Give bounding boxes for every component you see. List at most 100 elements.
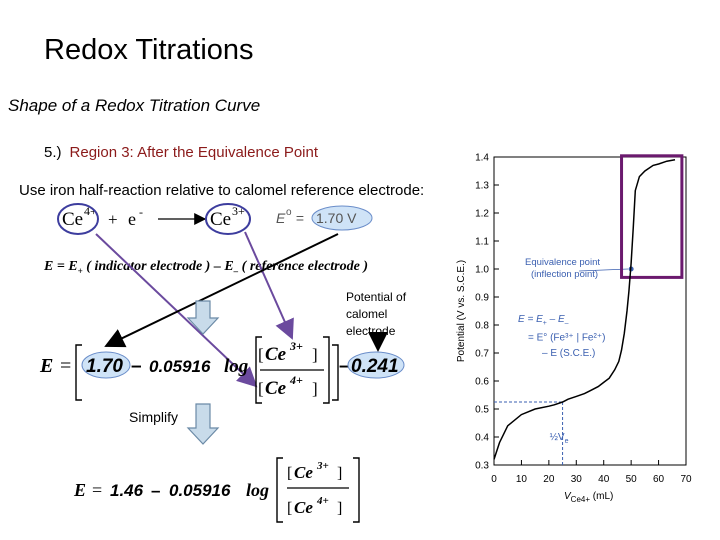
reactant-ce: Ce (62, 209, 83, 230)
calomel-note-line-2: calomel (346, 307, 388, 321)
e0-label: E (276, 210, 286, 226)
e0-sup: o (286, 207, 292, 218)
simp-den-bracket-open: [ (287, 500, 292, 517)
x-tick-label: 60 (653, 474, 665, 485)
nernst-minus: – (131, 356, 142, 377)
arrow-e0-to-value (104, 233, 339, 348)
electron: e (128, 209, 136, 229)
cell-minus-sub: – (233, 266, 239, 276)
y-tick-label: 1.3 (475, 181, 489, 192)
simp-num-bracket-open: [ (287, 465, 292, 482)
x-tick-label: 40 (598, 474, 610, 485)
y-tick-label: 0.9 (475, 293, 489, 304)
cell-equation-text: E = E+ ( indicator electrode ) – E– ( re… (43, 259, 368, 276)
nernst-e0: 1.70 (86, 356, 123, 377)
chart-eq-3: – E (S.C.E.) (542, 348, 595, 359)
nernst-den-charge: 4+ (289, 373, 303, 387)
chart-eq-2: = E° (Fe³⁺ | Fe²⁺) (528, 332, 605, 343)
simp-minus: – (151, 481, 160, 500)
calomel-note: Potential of calomel electrode (346, 289, 436, 340)
y-tick-label: 0.7 (475, 349, 489, 360)
x-tick-label: 50 (626, 474, 638, 485)
half-reaction: Ce 4+ + e - Ce 3+ E o = 1.70 V (57, 203, 373, 235)
step-number: 5.) (44, 144, 62, 161)
nernst-equals: = (60, 355, 71, 377)
simplify-label: Simplify (129, 409, 179, 425)
chart-eq-1: E = E+ – E– (518, 314, 569, 327)
titration-curve (493, 159, 676, 460)
step-heading: 5.) Region 3: After the Equivalence Point (44, 144, 318, 161)
x-tick-label: 70 (680, 474, 692, 485)
nernst-bracket-left (75, 344, 82, 401)
chart-eq-1-tail: – E (547, 314, 565, 325)
reactant-circle (57, 203, 99, 235)
nernst-equation: E = 1.70 – 0.05916 log [ Ce 3+ ] [ Ce 4+… (39, 336, 405, 404)
x-tick-label: 0 (491, 474, 497, 485)
half-eq-label-sub: e (565, 438, 569, 445)
y-tick-label: 0.5 (475, 405, 489, 416)
cell-equation: E = E+ ( indicator electrode ) – E– ( re… (43, 259, 368, 276)
simp-const: 1.46 (110, 481, 144, 500)
simp-bracket-right (353, 457, 360, 523)
electron-charge: - (139, 205, 143, 219)
cell-rhs: ( reference electrode ) (238, 259, 368, 274)
y-tick-label: 0.6 (475, 377, 489, 388)
product-circle (205, 203, 251, 235)
calomel-note-line-1: Potential of (346, 290, 407, 304)
x-axis-label: VCe4+ (mL) (564, 491, 613, 504)
x-tick-label: 10 (516, 474, 528, 485)
nernst-den-bracket-open: [ (258, 379, 264, 398)
down-arrow-2 (186, 403, 220, 445)
frac-bracket-left (255, 336, 262, 404)
simplified-equation: E = 1.46 – 0.05916 log [ Ce 3+ ] [ Ce 4+… (73, 457, 360, 523)
reactant-charge: 4+ (84, 204, 97, 218)
e0-value: 1.70 V (316, 210, 357, 226)
nernst-num-bracket-close: ] (312, 345, 318, 364)
equations-panel: Ce 4+ + e - Ce 3+ E o = 1.70 V E = E+ ( … (39, 203, 405, 523)
slide-title: Redox Titrations (44, 34, 254, 66)
nernst-den-bracket-close: ] (312, 379, 318, 398)
plus-sign: + (108, 210, 118, 229)
nernst-ref-minus: – (339, 356, 350, 377)
arrow-ce3-to-numerator (244, 231, 294, 340)
y-tick-label: 1.0 (475, 265, 489, 276)
nernst-ref-highlight (347, 351, 405, 379)
equivalence-label-2: (inflection point) (531, 269, 598, 280)
simp-den-bracket-close: ] (337, 500, 342, 517)
chart-eq-1-sub-minus: – (565, 320, 569, 327)
nernst-bracket-right (332, 344, 339, 401)
x-axis-label-v: V (564, 491, 572, 502)
chart-series (493, 159, 676, 460)
nernst-e0-highlight (81, 351, 131, 379)
calomel-note-line-3: electrode (346, 324, 396, 338)
chart-axes: 1.4 1.3 1.2 1.1 1.0 0.9 0.8 0.7 0.6 0.5 0.4 0.30 10 2… (456, 153, 692, 505)
nernst-log: log (224, 356, 248, 377)
half-eq-label-main: ½V (550, 432, 565, 443)
intro-text: Use iron half-reaction relative to calom… (19, 182, 425, 199)
titration-chart: 1.4 1.3 1.2 1.1 1.0 0.9 0.8 0.7 0.6 0.5 0.4 0.30 10 2… (456, 153, 692, 505)
cell-lhs: E = E (43, 259, 78, 274)
x-tick-label: 20 (543, 474, 555, 485)
simp-bracket-left (276, 457, 283, 523)
frac-bracket-right (323, 336, 330, 404)
half-eq-label: ½Ve (550, 432, 569, 445)
simp-num-species: Ce (294, 463, 313, 482)
plot-frame (493, 156, 687, 466)
cell-plus-sub: + (78, 266, 83, 276)
y-tick-label: 0.4 (475, 433, 489, 444)
nernst-num-species: Ce (265, 344, 287, 365)
y-tick-label: 1.1 (475, 237, 489, 248)
step-text: Region 3: After the Equivalence Point (69, 144, 319, 161)
simp-E: E (73, 480, 86, 500)
equivalence-leader (579, 268, 629, 272)
y-axis-label: Potential (V vs. S.C.E.) (456, 260, 467, 362)
x-tick-label: 30 (571, 474, 583, 485)
y-tick-label: 0.3 (475, 461, 489, 472)
x-axis-label-unit: (mL) (590, 491, 613, 502)
simp-equals: = (92, 480, 102, 500)
nernst-ref: 0.241 (351, 356, 399, 377)
y-tick-label: 1.4 (475, 153, 489, 164)
product-ce: Ce (210, 209, 231, 230)
simp-num-charge: 3+ (316, 460, 329, 472)
nernst-den-species: Ce (265, 378, 287, 399)
